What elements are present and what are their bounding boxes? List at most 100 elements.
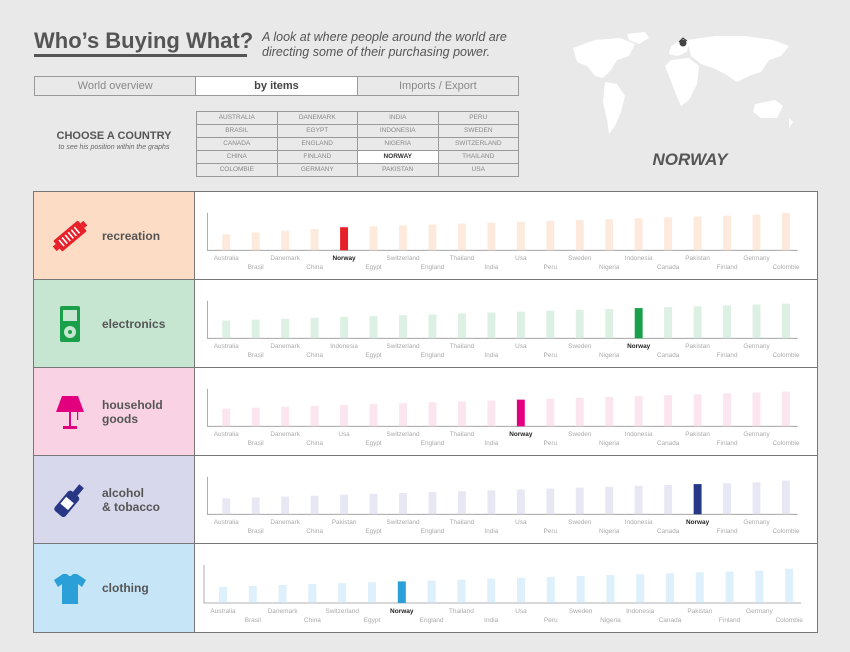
country-option-china[interactable]: CHINA bbox=[197, 151, 278, 164]
bar-china[interactable] bbox=[310, 317, 319, 339]
bar-brasil[interactable] bbox=[251, 497, 260, 515]
bar-norway[interactable] bbox=[693, 484, 702, 515]
country-option-germany[interactable]: GERMANY bbox=[277, 164, 358, 177]
bar-peru[interactable] bbox=[546, 488, 555, 515]
bar-switzerland[interactable] bbox=[399, 225, 407, 251]
bar-nigeria[interactable] bbox=[605, 486, 614, 515]
bar-thailand[interactable] bbox=[457, 579, 466, 603]
bar-thailand[interactable] bbox=[457, 313, 466, 339]
bar-thailand[interactable] bbox=[457, 491, 466, 515]
country-option-usa[interactable]: USA bbox=[438, 164, 519, 177]
bar-china[interactable] bbox=[308, 584, 317, 603]
bar-canada[interactable] bbox=[664, 395, 673, 427]
country-option-australia[interactable]: AUSTRALIA bbox=[197, 112, 278, 125]
bar-india[interactable] bbox=[487, 578, 496, 603]
country-option-egypt[interactable]: EGYPT bbox=[277, 125, 358, 138]
bar-england[interactable] bbox=[428, 402, 437, 427]
bar-england[interactable] bbox=[427, 580, 436, 604]
bar-switzerland[interactable] bbox=[399, 492, 407, 515]
country-option-colombie[interactable]: COLOMBIE bbox=[197, 164, 278, 177]
bar-china[interactable] bbox=[310, 228, 319, 251]
country-option-brasil[interactable]: BRASIL bbox=[197, 125, 278, 138]
bar-finland[interactable] bbox=[725, 571, 734, 604]
bar-canada[interactable] bbox=[666, 573, 674, 603]
bar-colombie[interactable] bbox=[785, 568, 794, 603]
country-option-pakistan[interactable]: PAKISTAN bbox=[358, 164, 439, 177]
bar-colombie[interactable] bbox=[782, 303, 790, 339]
bar-canada[interactable] bbox=[664, 484, 673, 515]
country-option-peru[interactable]: PERU bbox=[438, 112, 519, 125]
tab-imports-export[interactable]: Imports / Export bbox=[399, 80, 477, 92]
bar-canada[interactable] bbox=[664, 217, 673, 251]
country-option-england[interactable]: ENGLAND bbox=[277, 138, 358, 151]
bar-england[interactable] bbox=[428, 224, 437, 251]
bar-brasil[interactable] bbox=[251, 232, 260, 251]
bar-pakistan[interactable] bbox=[695, 572, 704, 603]
bar-sweden[interactable] bbox=[576, 576, 585, 603]
bar-danemark[interactable] bbox=[281, 318, 290, 339]
bar-egypt[interactable] bbox=[369, 316, 378, 339]
bar-norway[interactable] bbox=[397, 581, 406, 603]
bar-usa[interactable] bbox=[516, 489, 525, 515]
bar-peru[interactable] bbox=[546, 220, 555, 251]
bar-germany[interactable] bbox=[752, 304, 761, 339]
bar-australia[interactable] bbox=[222, 498, 231, 515]
bar-indonesia[interactable] bbox=[340, 316, 349, 339]
bar-england[interactable] bbox=[428, 492, 437, 515]
country-option-danemark[interactable]: DANEMARK bbox=[277, 112, 358, 125]
bar-danemark[interactable] bbox=[281, 406, 290, 427]
bar-nigeria[interactable] bbox=[605, 219, 614, 251]
bar-brasil[interactable] bbox=[251, 407, 260, 427]
bar-finland[interactable] bbox=[723, 305, 732, 339]
bar-switzerland[interactable] bbox=[399, 315, 407, 339]
bar-australia[interactable] bbox=[222, 408, 231, 427]
bar-indonesia[interactable] bbox=[634, 396, 643, 427]
bar-usa[interactable] bbox=[517, 577, 525, 603]
bar-pakistan[interactable] bbox=[340, 494, 349, 515]
bar-finland[interactable] bbox=[723, 215, 732, 251]
bar-england[interactable] bbox=[428, 314, 437, 339]
country-option-sweden[interactable]: SWEDEN bbox=[438, 125, 519, 138]
bar-sweden[interactable] bbox=[575, 487, 584, 515]
bar-egypt[interactable] bbox=[369, 493, 378, 515]
tab-by-items[interactable]: by items bbox=[196, 77, 358, 95]
country-option-canada[interactable]: CANADA bbox=[197, 138, 278, 151]
bar-peru[interactable] bbox=[546, 398, 555, 427]
bar-india[interactable] bbox=[487, 222, 496, 251]
bar-egypt[interactable] bbox=[369, 226, 378, 251]
bar-finland[interactable] bbox=[723, 483, 732, 515]
bar-peru[interactable] bbox=[546, 310, 555, 339]
bar-switzerland[interactable] bbox=[338, 583, 347, 603]
country-option-india[interactable]: INDIA bbox=[358, 112, 439, 125]
bar-colombie[interactable] bbox=[782, 212, 790, 251]
bar-peru[interactable] bbox=[546, 576, 555, 603]
country-option-switzerland[interactable]: SWITZERLAND bbox=[438, 138, 519, 151]
bar-pakistan[interactable] bbox=[693, 394, 702, 427]
bar-brasil[interactable] bbox=[251, 319, 260, 339]
bar-usa[interactable] bbox=[516, 311, 525, 339]
bar-colombie[interactable] bbox=[782, 391, 790, 427]
bar-india[interactable] bbox=[487, 312, 496, 339]
bar-india[interactable] bbox=[487, 400, 496, 427]
bar-pakistan[interactable] bbox=[693, 216, 702, 251]
bar-usa[interactable] bbox=[340, 404, 349, 427]
bar-germany[interactable] bbox=[755, 570, 764, 603]
bar-sweden[interactable] bbox=[575, 309, 584, 339]
bar-china[interactable] bbox=[310, 405, 319, 427]
bar-australia[interactable] bbox=[222, 234, 231, 251]
bar-danemark[interactable] bbox=[278, 585, 287, 603]
bar-nigeria[interactable] bbox=[606, 575, 615, 603]
bar-sweden[interactable] bbox=[575, 397, 584, 427]
bar-egypt[interactable] bbox=[368, 582, 376, 603]
bar-brasil[interactable] bbox=[248, 585, 257, 603]
bar-thailand[interactable] bbox=[457, 223, 466, 251]
bar-germany[interactable] bbox=[752, 214, 761, 251]
bar-norway[interactable] bbox=[516, 399, 525, 427]
bar-switzerland[interactable] bbox=[399, 403, 407, 427]
bar-india[interactable] bbox=[487, 490, 496, 515]
bar-finland[interactable] bbox=[723, 393, 732, 427]
bar-norway[interactable] bbox=[634, 308, 643, 339]
bar-thailand[interactable] bbox=[457, 401, 466, 427]
bar-danemark[interactable] bbox=[281, 230, 290, 251]
country-option-thailand[interactable]: THAILAND bbox=[438, 151, 519, 164]
